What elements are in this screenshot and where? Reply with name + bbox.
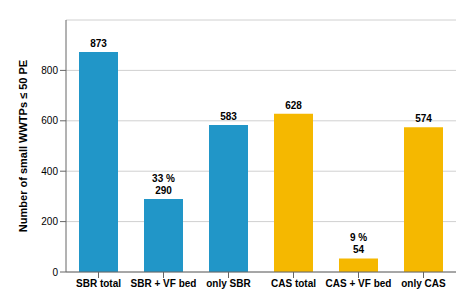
svg-text:33 %: 33 % <box>152 173 175 184</box>
svg-text:SBR + VF bed: SBR + VF bed <box>131 278 197 289</box>
svg-text:574: 574 <box>415 113 432 124</box>
svg-text:873: 873 <box>90 38 107 49</box>
svg-text:400: 400 <box>41 166 58 177</box>
svg-text:only SBR: only SBR <box>206 278 251 289</box>
svg-text:Number of small WWTPs ≤ 50 PE: Number of small WWTPs ≤ 50 PE <box>17 60 29 232</box>
svg-text:583: 583 <box>220 111 237 122</box>
svg-text:290: 290 <box>155 185 172 196</box>
svg-text:9 %: 9 % <box>350 232 367 243</box>
svg-text:CAS total: CAS total <box>271 278 316 289</box>
svg-text:only CAS: only CAS <box>401 278 446 289</box>
svg-text:SBR total: SBR total <box>76 278 121 289</box>
svg-text:0: 0 <box>52 267 58 278</box>
svg-text:600: 600 <box>41 115 58 126</box>
svg-text:200: 200 <box>41 216 58 227</box>
svg-text:CAS + VF bed: CAS + VF bed <box>326 278 392 289</box>
svg-text:800: 800 <box>41 65 58 76</box>
svg-text:54: 54 <box>353 244 365 255</box>
svg-text:628: 628 <box>285 100 302 111</box>
